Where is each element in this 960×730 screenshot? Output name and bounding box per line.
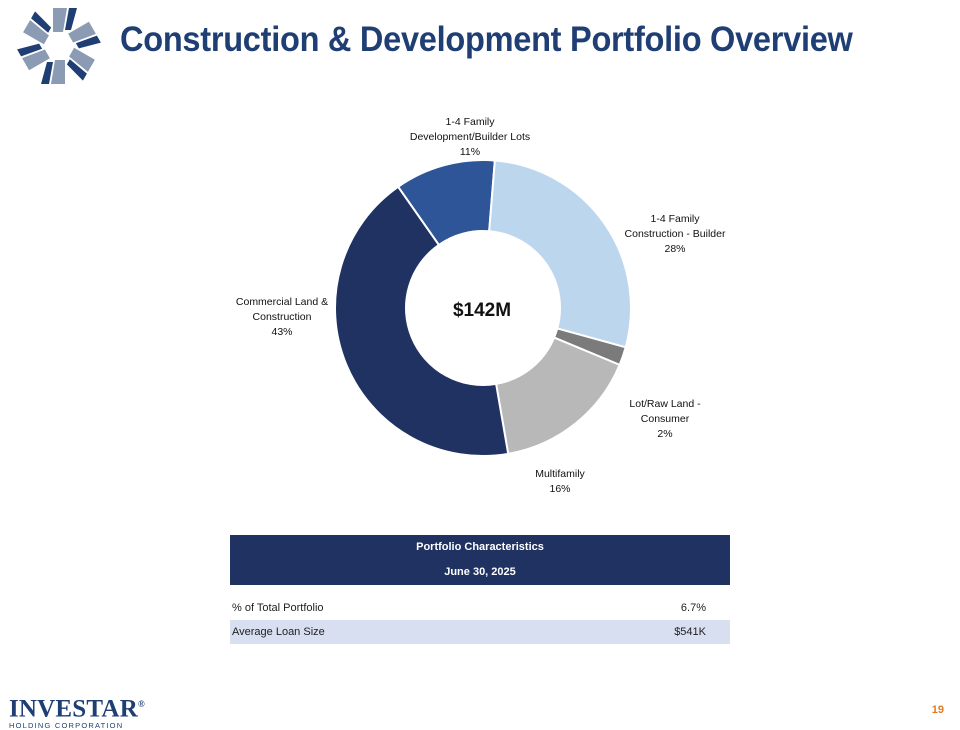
chart-center-total: $142M (452, 300, 512, 321)
portfolio-donut-chart (334, 159, 632, 457)
table-header-date: June 30, 2025 (230, 560, 730, 585)
slice-label-commercial-land: Commercial Land & Construction 43% (235, 296, 329, 338)
table-row: Average Loan Size $541K (230, 620, 730, 644)
donut-slice-4 (334, 185, 510, 457)
footer-logo: INVESTAR® HOLDING CORPORATION (9, 693, 145, 730)
table-header-title: Portfolio Characteristics (230, 535, 730, 560)
slice-label-1-4-family-development: 1-4 Family Development/Builder Lots 11% (409, 116, 531, 158)
slice-label-multifamily: Multifamily 16% (535, 468, 585, 495)
row-value: $541K (674, 626, 706, 638)
row-label: Average Loan Size (232, 626, 325, 638)
registered-mark: ® (137, 699, 145, 709)
row-label: % of Total Portfolio (232, 602, 324, 614)
page-title: Construction & Development Portfolio Ove… (120, 20, 853, 59)
portfolio-characteristics-table: Portfolio Characteristics June 30, 2025 … (230, 535, 730, 644)
donut-slice-1 (488, 159, 632, 349)
footer-subtitle: HOLDING CORPORATION (9, 721, 124, 730)
slice-label-lot-raw-land: Lot/Raw Land - Consumer 2% (629, 398, 701, 440)
company-logo-icon (17, 8, 101, 84)
page-number: 19 (931, 704, 944, 716)
footer-brand-name: INVESTAR (9, 695, 138, 723)
slice-label-1-4-family-construction: 1-4 Family Construction - Builder 28% (624, 213, 726, 255)
row-value: 6.7% (680, 602, 706, 614)
table-row: % of Total Portfolio 6.7% (230, 596, 730, 620)
